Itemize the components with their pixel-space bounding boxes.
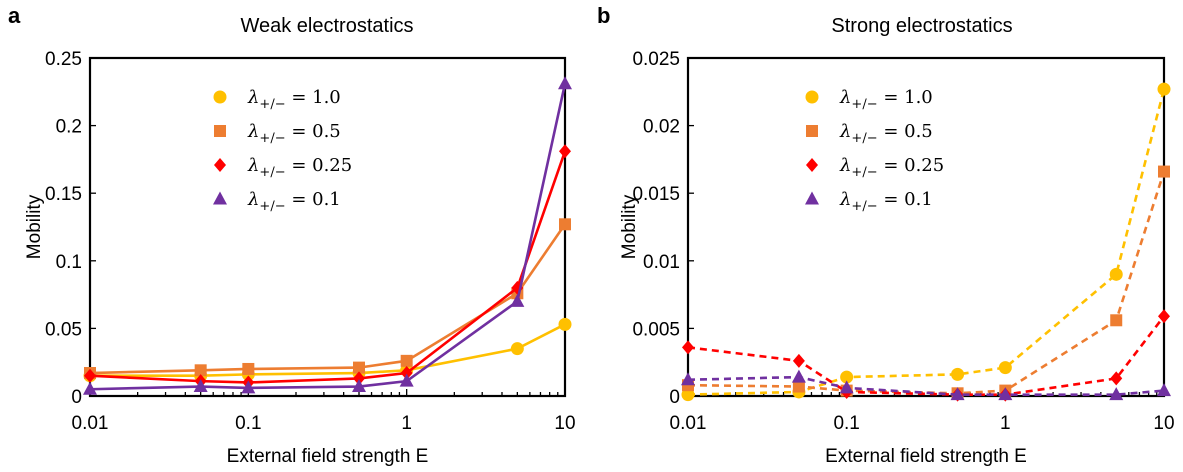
data-point [682,340,694,355]
chart-panel-a: 0.01 0.1 1 10 0 0.05 0.1 0.15 0.2 0.25 External fi… [8,3,576,467]
data-point [1157,383,1171,397]
data-point [1110,314,1123,327]
data-point [1158,309,1170,324]
x-tick-label: 1 [401,413,412,434]
data-point [241,380,256,394]
data-point [792,380,805,393]
panel-label: a [8,3,21,28]
data-point [352,379,367,393]
series-line [89,150,567,384]
y-axis-label: Mobility [619,194,640,259]
data-point [559,218,571,231]
data-point [559,144,571,159]
data-point [558,317,572,331]
chart-title: Strong electrostatics [831,15,1012,37]
series-line [89,223,567,375]
legend-marker [806,158,818,172]
x-tick-label: 10 [1153,413,1174,434]
data-point [84,368,96,383]
data-point [510,293,525,307]
legend-label: λ+/− = 0.1 [839,189,933,214]
y-tick-label: 0.02 [643,117,680,138]
chart-title: Weak electrostatics [240,15,413,37]
panel-label: b [597,3,610,28]
data-point [353,371,366,386]
x-axis-label: External field strength E [825,446,1027,467]
data-point [83,381,97,395]
y-tick-label: 0.2 [56,117,82,138]
data-point [1158,165,1170,178]
data-point [950,387,965,401]
y-tick-label: 0.025 [632,49,680,70]
x-tick-label: 0.1 [833,413,859,434]
data-point [840,370,854,384]
legend-label: λ+/− = 0.5 [839,121,933,146]
data-point [681,372,695,386]
data-point [1157,82,1171,96]
legend-marker [806,125,818,137]
y-tick-label: 0.05 [45,319,82,340]
data-point [242,362,255,375]
data-point [353,361,366,374]
data-point [400,366,413,381]
y-tick-label: 0.01 [643,252,680,273]
y-axis-label: Mobility [24,194,45,259]
y-tick-label: 0.1 [56,252,82,273]
data-point [1109,267,1123,281]
data-point [558,76,572,90]
data-point [400,354,413,367]
chart-panel-b: 0.01 0.1 1 10 0 0.005 0.01 0.015 0.02 0.025 Extern… [597,3,1175,467]
data-point [510,342,524,356]
x-axis-label: External field strength E [227,446,429,467]
data-point [998,361,1012,375]
data-point [792,353,805,368]
x-tick-label: 1 [1000,413,1011,434]
data-point [998,387,1013,401]
y-tick-label: 0.15 [45,184,82,205]
data-point [194,364,207,377]
legend-label: λ+/− = 0.25 [247,155,352,180]
x-tick-label: 0.01 [670,413,707,434]
y-tick-label: 0.005 [632,319,680,340]
legend-label: λ+/− = 0.5 [247,121,341,146]
x-tick-label: 10 [554,413,575,434]
y-tick-label: 0.25 [45,49,82,70]
y-tick-label: 0 [669,387,680,408]
legend-marker [805,90,819,104]
legend-marker [213,90,227,104]
legend-label: λ+/− = 1.0 [247,87,341,112]
series-line [687,375,1165,396]
y-tick-label: 0 [71,387,82,408]
data-point [193,379,208,393]
legend-label: λ+/− = 0.25 [839,155,944,180]
series-line [687,315,1166,396]
legend-marker [214,158,226,172]
legend-marker [213,191,227,205]
data-point [951,367,965,381]
data-point [1109,387,1124,401]
data-point [1110,371,1123,386]
legend-label: λ+/− = 1.0 [839,87,933,112]
plot-frame [88,56,567,398]
legend-label: λ+/− = 0.1 [247,189,341,214]
legend-marker [214,125,226,137]
x-tick-label: 0.1 [235,413,261,434]
plot-frame [686,56,1166,398]
data-point [399,373,414,387]
y-tick-label: 0.015 [632,184,680,205]
data-point [839,380,854,394]
data-point [791,369,806,383]
data-point [681,388,695,402]
x-tick-label: 0.01 [72,413,109,434]
legend-marker [805,191,819,205]
